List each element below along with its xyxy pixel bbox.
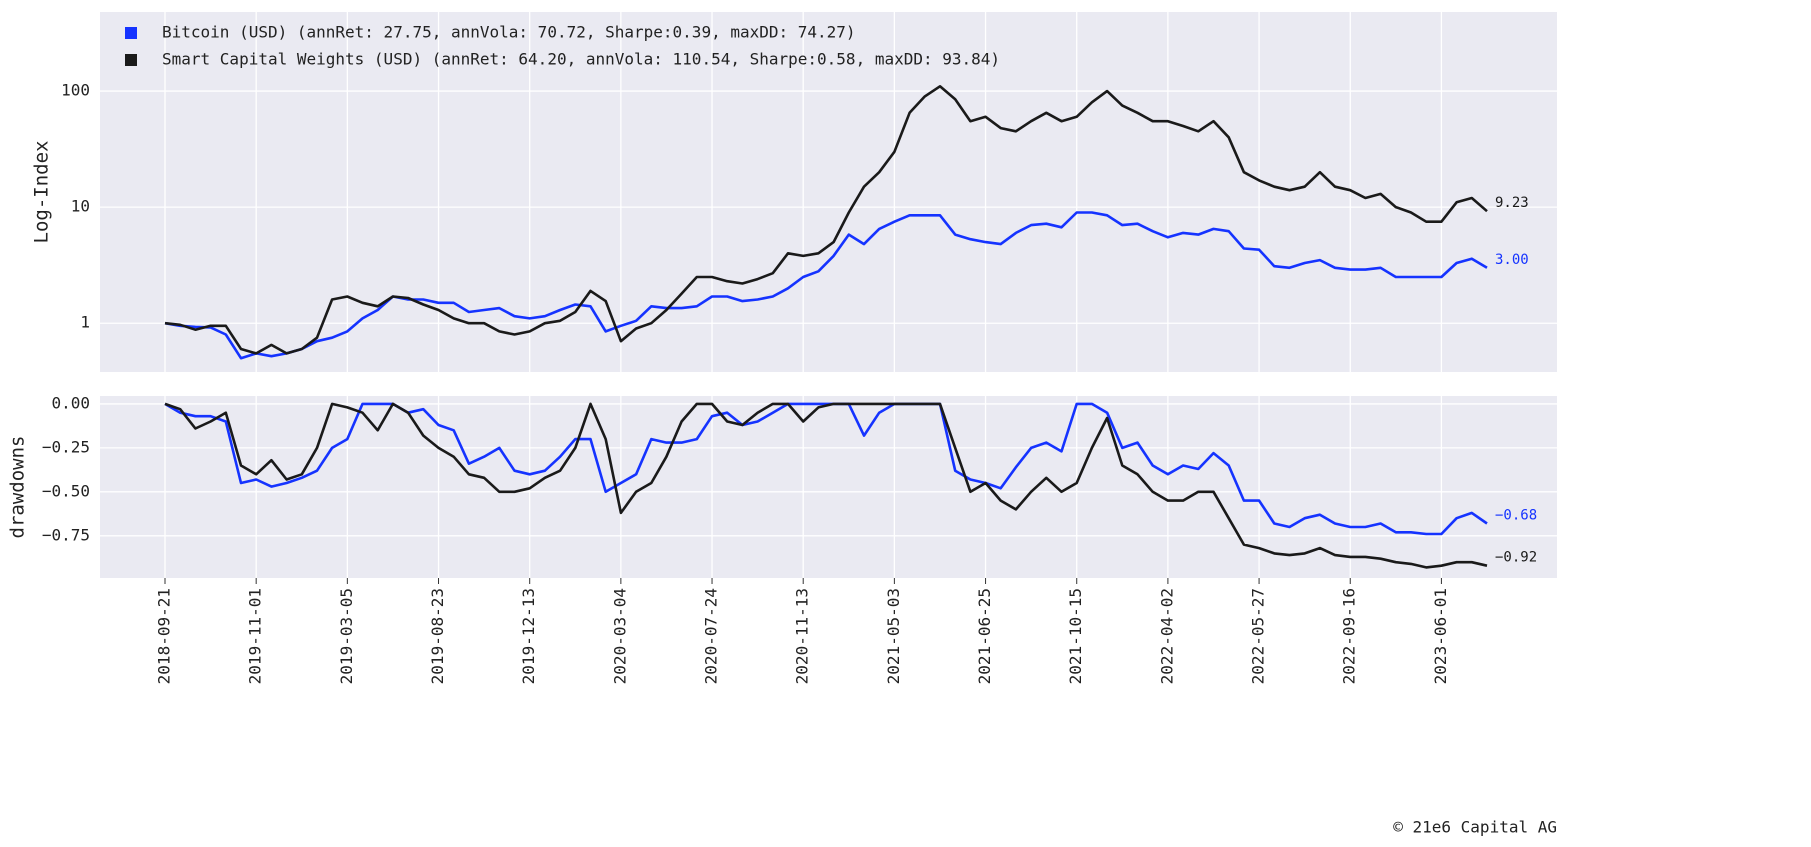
- y-tick-label: −0.25: [42, 437, 90, 456]
- end-label: 9.23: [1495, 195, 1529, 211]
- x-tick-label: 2018-09-21: [155, 588, 174, 684]
- end-label: −0.92: [1495, 550, 1537, 566]
- legend-label: Smart Capital Weights (USD) (annRet: 64.…: [162, 50, 1000, 69]
- x-tick-label: 2022-09-16: [1340, 588, 1359, 684]
- y-tick-label: 100: [61, 81, 90, 100]
- y-tick-label: −0.75: [42, 525, 90, 544]
- end-label: −0.68: [1495, 507, 1537, 523]
- plot-background: [100, 12, 1557, 372]
- series-line: [164, 211, 1488, 360]
- x-tick-label: 2021-05-03: [884, 588, 903, 684]
- x-tick-label: 2019-12-13: [519, 588, 538, 684]
- legend-label: Bitcoin (USD) (annRet: 27.75, annVola: 7…: [162, 23, 856, 42]
- y-axis-label: drawdowns: [7, 436, 29, 539]
- y-tick-label: 10: [71, 197, 90, 216]
- y-tick-label: 0.00: [51, 393, 90, 412]
- end-label: 3.00: [1495, 252, 1529, 268]
- series-line: [164, 402, 1488, 569]
- x-tick-label: 2022-05-27: [1249, 588, 1268, 684]
- x-tick-label: 2020-11-13: [793, 588, 812, 684]
- x-tick-label: 2023-06-01: [1431, 588, 1450, 684]
- legend-marker: [125, 54, 137, 66]
- y-tick-label: −0.50: [42, 481, 90, 500]
- series-line: [164, 402, 1488, 536]
- x-tick-label: 2021-06-25: [975, 588, 994, 684]
- x-tick-label: 2020-07-24: [702, 588, 721, 684]
- x-tick-label: 2022-04-02: [1157, 588, 1176, 684]
- x-tick-label: 2019-11-01: [246, 588, 265, 684]
- legend-marker: [125, 27, 137, 39]
- x-tick-label: 2019-08-23: [428, 588, 447, 684]
- plot-background: [100, 396, 1557, 578]
- x-tick-label: 2019-03-05: [337, 588, 356, 684]
- x-tick-label: 2020-03-04: [610, 588, 629, 684]
- x-tick-label: 2021-10-15: [1066, 588, 1085, 684]
- y-axis-label: Log-Index: [31, 141, 53, 244]
- y-tick-label: 1: [80, 313, 90, 332]
- series-line: [164, 85, 1488, 355]
- footer: © 21e6 Capital AG: [1393, 818, 1557, 837]
